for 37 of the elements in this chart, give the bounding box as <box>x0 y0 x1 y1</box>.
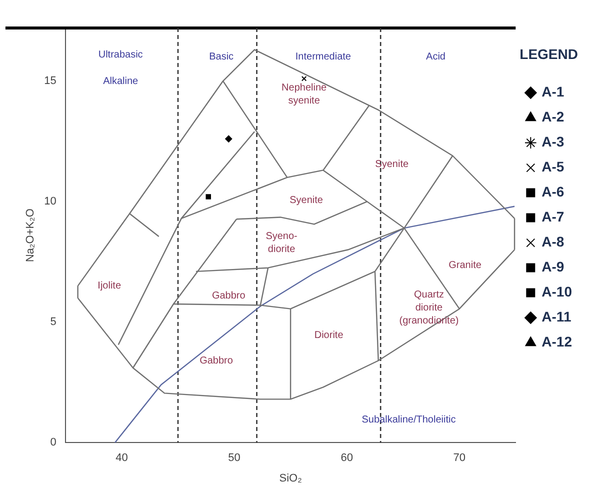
x-tick-label: 70 <box>453 452 466 464</box>
legend-label: A-1 <box>542 84 564 100</box>
annotation: Basic <box>209 52 234 63</box>
annotation: Nepheline syenite <box>282 82 327 107</box>
annotation: Syenite <box>290 195 324 206</box>
annotation: Ultrabasic <box>98 49 143 60</box>
legend-label: A-7 <box>542 208 564 225</box>
annotation: Granite <box>448 260 482 272</box>
annotation: Syenite <box>375 158 409 170</box>
annotation: Gabbro <box>200 355 234 366</box>
legend-label: A-5 <box>542 158 564 175</box>
annotation: Diorite <box>314 330 344 342</box>
legend-label: A-9 <box>542 258 564 275</box>
legend-label: A-2 <box>542 108 564 125</box>
legend-label: A-12 <box>542 334 572 350</box>
annotation: Syeno- diorite <box>266 230 298 255</box>
annotation: Intermediate <box>295 52 352 63</box>
legend-label: A-8 <box>542 234 564 250</box>
legend-label: A-3 <box>542 134 564 150</box>
legend-label: A-10 <box>542 284 572 300</box>
annotation: Subalkaline/Tholeiitic <box>362 414 456 426</box>
legend-title: LEGEND <box>520 46 578 62</box>
y-axis-title: Na₂O+K₂O <box>24 208 37 262</box>
y-tick-label: 10 <box>44 196 56 208</box>
x-tick-label: 50 <box>228 452 240 464</box>
annotation: Acid <box>426 52 446 63</box>
legend-label: A-6 <box>542 184 564 200</box>
annotation: Ijolite <box>98 280 122 292</box>
y-tick-label: 15 <box>44 75 56 88</box>
y-tick-label: 0 <box>50 436 56 449</box>
x-tick-label: 40 <box>116 452 128 464</box>
annotation: Alkaline <box>103 76 139 87</box>
legend-label: A-11 <box>542 308 572 325</box>
annotation: Gabbro <box>212 290 246 302</box>
x-axis-title: SiO₂ <box>279 472 302 484</box>
y-tick-label: 5 <box>50 316 56 328</box>
x-tick-label: 60 <box>340 452 353 464</box>
